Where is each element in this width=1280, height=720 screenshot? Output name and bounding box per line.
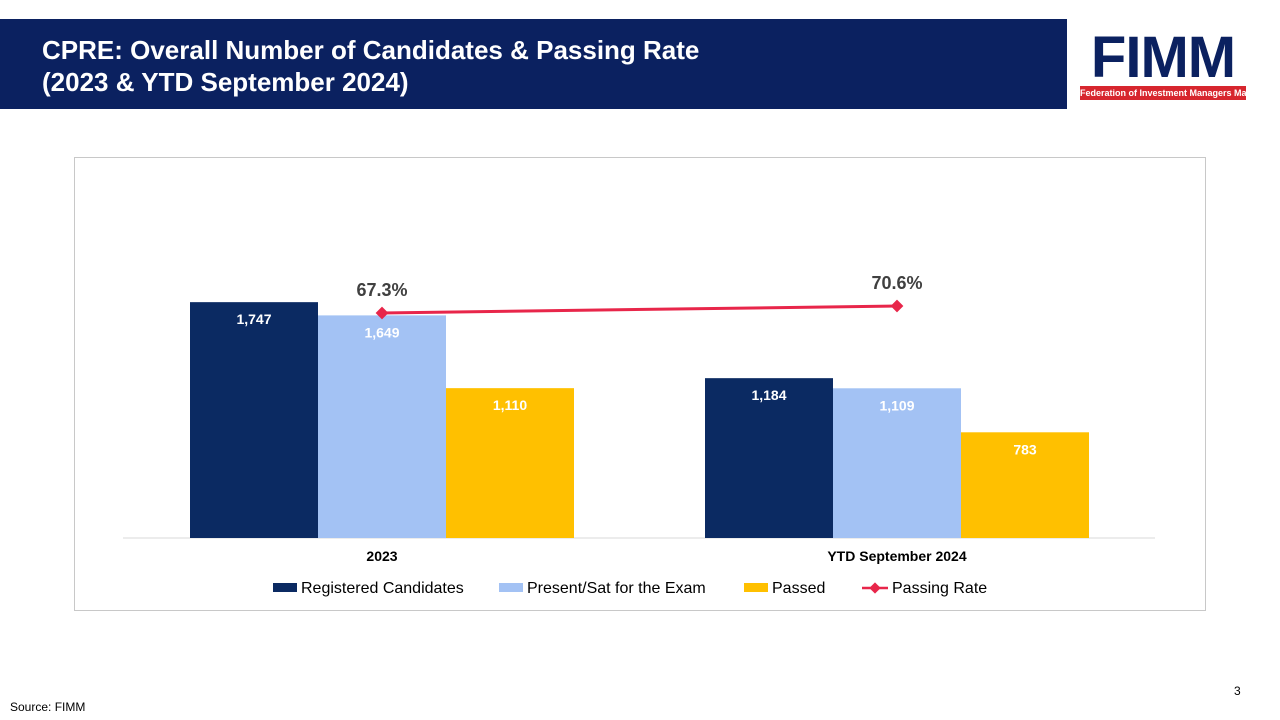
passing-rate-label: 67.3% xyxy=(356,280,407,300)
bar-registered-candidates-1 xyxy=(705,378,833,538)
bar-passed-0 xyxy=(446,388,574,538)
legend-swatch xyxy=(273,583,297,592)
fimm-logo: FIMM Federation of Investment Managers M… xyxy=(1078,18,1248,102)
source-note: Source: FIMM xyxy=(10,700,86,714)
title-bar xyxy=(0,19,1067,109)
x-tick-label: YTD September 2024 xyxy=(827,548,966,564)
title-line-1: CPRE: Overall Number of Candidates & Pas… xyxy=(42,35,700,65)
bar-data-label: 1,747 xyxy=(236,311,271,327)
logo-subtitle: Federation of Investment Managers Malays… xyxy=(1080,86,1246,100)
logo-wordmark: FIMM xyxy=(1090,25,1236,90)
bar-data-label: 1,109 xyxy=(879,397,914,413)
bar-present-sat-for-the-exam-1 xyxy=(833,388,961,538)
passing-rate-marker xyxy=(375,306,389,320)
passing-rate-label: 70.6% xyxy=(871,273,922,293)
legend-label: Passed xyxy=(772,580,825,597)
chart: 1,747 1,649 1,110 2023 1,184 1,109 783 YTD Sept… xyxy=(123,273,1155,597)
bar-data-label: 1,110 xyxy=(493,397,527,413)
bar-data-label: 1,184 xyxy=(751,387,786,403)
legend-label: Present/Sat for the Exam xyxy=(527,580,706,597)
chart-frame: 1,747 1,649 1,110 2023 1,184 1,109 783 YTD Sept… xyxy=(74,157,1206,611)
passing-rate-line xyxy=(381,304,898,315)
legend-swatch xyxy=(744,583,768,592)
bar-registered-candidates-0 xyxy=(190,302,318,538)
legend-label: Passing Rate xyxy=(892,580,987,597)
bar-present-sat-for-the-exam-0 xyxy=(318,315,446,538)
page-number: 3 xyxy=(1234,684,1241,698)
bar-passed-1 xyxy=(961,432,1089,538)
legend-swatch xyxy=(499,583,523,592)
legend-marker xyxy=(869,582,881,594)
bar-data-label: 783 xyxy=(1013,441,1037,457)
x-tick-label: 2023 xyxy=(366,548,397,564)
legend-label: Registered Candidates xyxy=(301,580,464,597)
title-line-2: (2023 & YTD September 2024) xyxy=(42,67,409,97)
passing-rate-marker xyxy=(890,299,904,313)
bar-data-label: 1,649 xyxy=(364,324,399,340)
page-title: CPRE: Overall Number of Candidates & Pas… xyxy=(42,34,1042,98)
